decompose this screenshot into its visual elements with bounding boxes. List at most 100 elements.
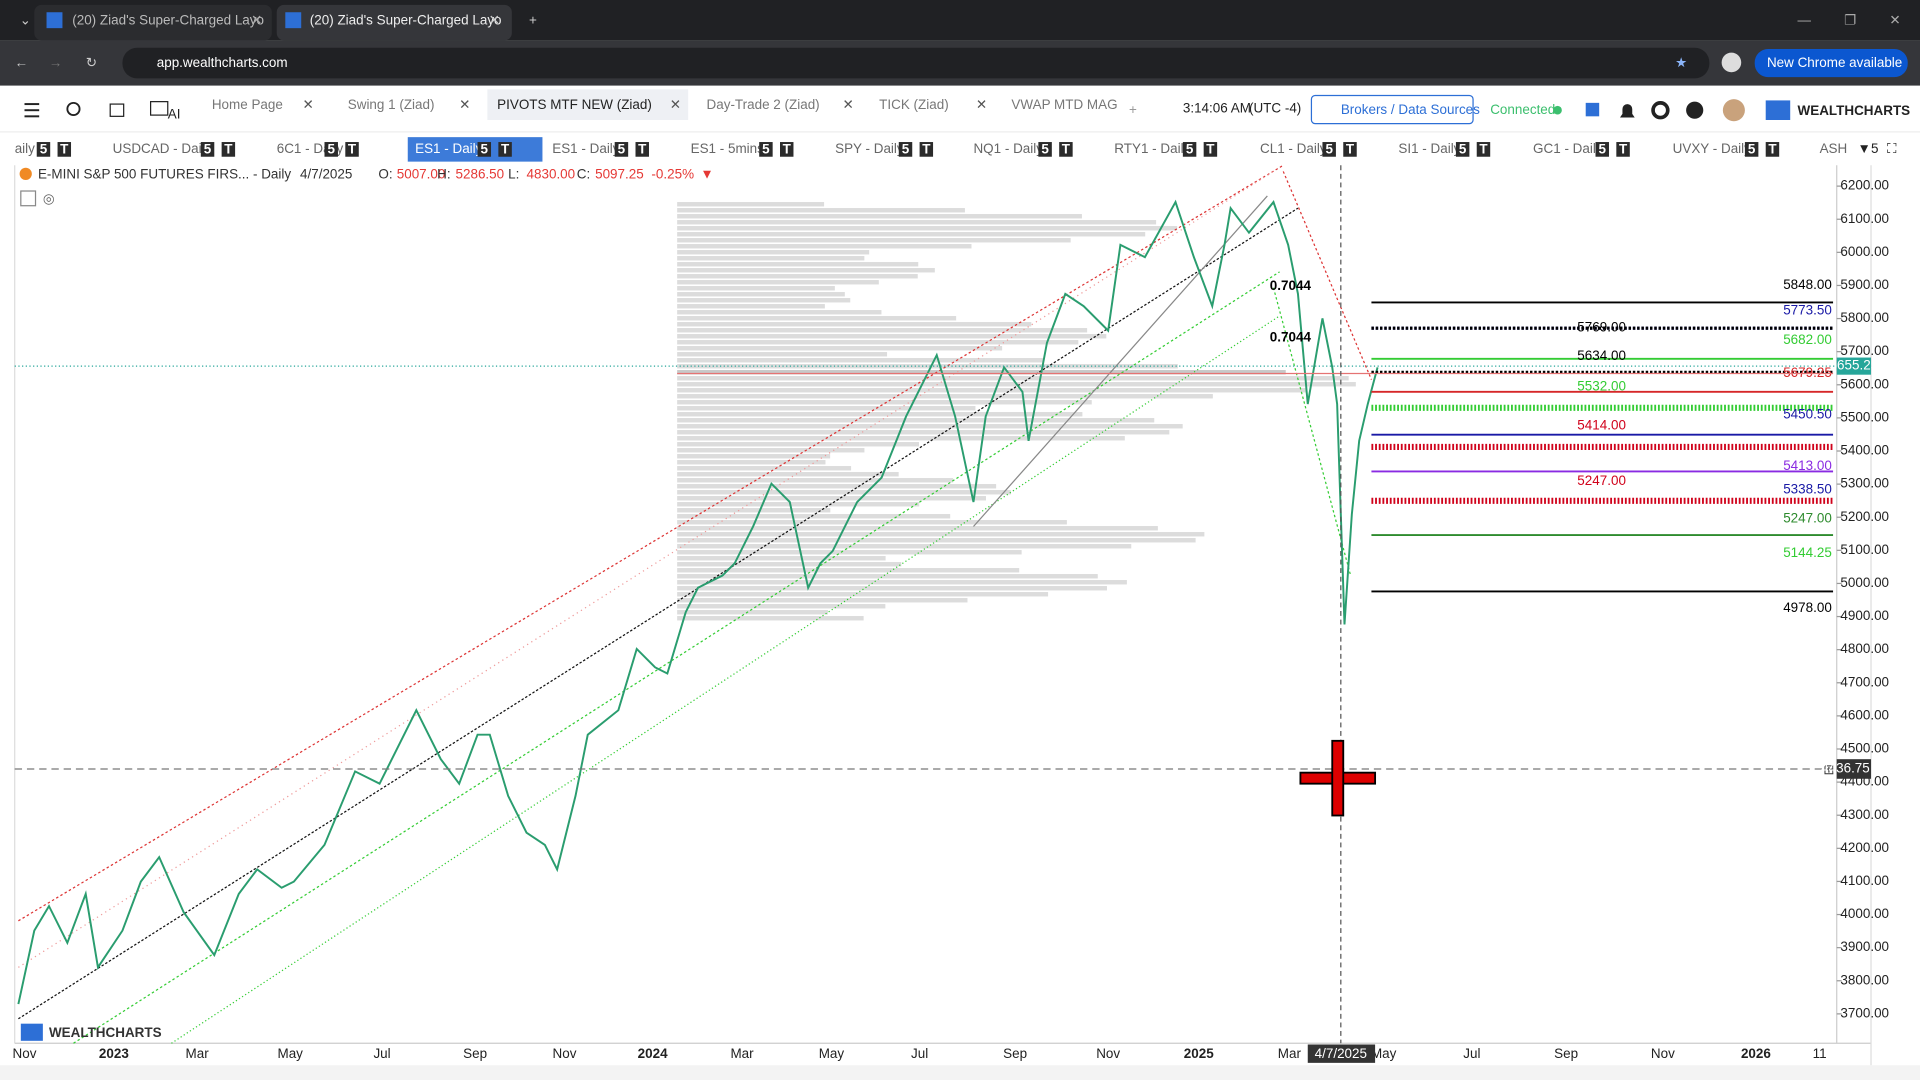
badge[interactable] xyxy=(614,142,629,157)
symbol-tab[interactable]: GC1 - Daily xyxy=(1533,141,1603,156)
symbol-tab[interactable]: ES1 - Daily xyxy=(415,141,483,156)
address-bar[interactable] xyxy=(122,47,1710,79)
browser-tab-active[interactable] xyxy=(276,4,512,41)
badge-text[interactable]: 5 xyxy=(1186,142,1194,157)
symbol-tab[interactable]: SPY - Daily xyxy=(835,141,904,156)
more-arrow[interactable]: ▼ xyxy=(1858,141,1871,156)
layout-close[interactable]: ✕ xyxy=(842,97,853,112)
tab-close[interactable]: ✕ xyxy=(251,12,262,27)
badge-text[interactable]: T xyxy=(1346,142,1355,157)
badge[interactable] xyxy=(498,142,512,157)
layout-close[interactable]: ✕ xyxy=(459,97,470,112)
badge[interactable] xyxy=(1322,142,1336,157)
visibility[interactable]: ◎ xyxy=(43,191,55,206)
badge[interactable] xyxy=(780,142,794,157)
symbol-tab[interactable]: aily xyxy=(15,141,35,156)
active-layout[interactable] xyxy=(487,89,689,120)
close[interactable]: ✕ xyxy=(1889,12,1900,27)
bookmark[interactable]: ★ xyxy=(1675,55,1687,70)
badge-text[interactable]: 5 xyxy=(1459,142,1467,157)
badge-text[interactable]: 5 xyxy=(40,142,48,157)
badge[interactable] xyxy=(221,142,236,157)
badge-text[interactable]: 5 xyxy=(1325,142,1333,157)
profile[interactable] xyxy=(1721,52,1742,73)
badge[interactable] xyxy=(898,142,913,157)
help-icon[interactable] xyxy=(1686,101,1704,119)
tab-menu[interactable]: ⌄ xyxy=(20,12,31,27)
badge-text[interactable]: T xyxy=(60,142,69,157)
badge-text[interactable]: 5 xyxy=(762,142,770,157)
badge-text[interactable]: 5 xyxy=(902,142,910,157)
tab-close[interactable]: ✕ xyxy=(489,12,500,27)
expand-icon[interactable]: ⛶ xyxy=(1886,141,1897,156)
badge[interactable] xyxy=(200,142,215,157)
layout-tab[interactable]: Day-Trade 2 (Ziad) xyxy=(707,97,820,112)
symbol-tab[interactable]: USDCAD - Daily xyxy=(113,141,212,156)
avatar[interactable] xyxy=(1722,99,1745,122)
badge-text[interactable]: 5 xyxy=(1599,142,1607,157)
active-symbol[interactable] xyxy=(407,137,543,162)
symbol-tab[interactable]: UVXY - Daily xyxy=(1673,141,1752,156)
badge-text[interactable]: 5 xyxy=(618,142,626,157)
badge-text[interactable]: T xyxy=(1768,142,1777,157)
badge-text[interactable]: T xyxy=(1479,142,1488,157)
badge-text[interactable]: T xyxy=(783,142,792,157)
new-tab[interactable]: + xyxy=(529,12,537,27)
badge[interactable] xyxy=(1038,142,1052,157)
badge[interactable] xyxy=(1765,142,1780,157)
badge-text[interactable]: T xyxy=(1619,142,1628,157)
badge-text[interactable]: 5 xyxy=(481,142,489,157)
badge[interactable] xyxy=(324,142,338,157)
layout-tab[interactable]: VWAP MTD MAG xyxy=(1011,97,1117,112)
badge[interactable] xyxy=(1744,142,1759,157)
update-button[interactable] xyxy=(1754,48,1908,78)
badge-text[interactable]: T xyxy=(1062,142,1071,157)
tab-title[interactable]: (20) Ziad's Super-Charged Layo xyxy=(310,12,502,27)
badge[interactable] xyxy=(635,142,649,157)
add-layout[interactable]: + xyxy=(1129,102,1137,117)
layout-tab[interactable]: PIVOTS MTF NEW (Ziad) xyxy=(497,97,652,112)
badge-text[interactable]: 5 xyxy=(204,142,212,157)
browser-tab[interactable] xyxy=(34,4,272,41)
badge-text[interactable]: 5 xyxy=(327,142,335,157)
update-text[interactable]: New Chrome available xyxy=(1767,55,1902,70)
badge-text[interactable]: T xyxy=(348,142,357,157)
badge[interactable] xyxy=(1182,142,1197,157)
symbol-tab[interactable]: ES1 - 5mins xyxy=(691,141,765,156)
symbol-tab[interactable]: SI1 - Daily xyxy=(1398,141,1460,156)
badge-text[interactable]: T xyxy=(638,142,647,157)
badge[interactable] xyxy=(759,142,773,157)
save-icon[interactable] xyxy=(1585,102,1600,117)
badge-text[interactable]: T xyxy=(224,142,233,157)
back[interactable]: ← xyxy=(15,55,28,70)
restore[interactable]: ❐ xyxy=(1844,12,1856,27)
tab-title[interactable]: (20) Ziad's Super-Charged Layo xyxy=(72,12,264,27)
badge[interactable] xyxy=(345,142,359,157)
ai-icon[interactable] xyxy=(150,101,169,116)
reload[interactable]: ↻ xyxy=(86,55,97,70)
add-indicator[interactable] xyxy=(20,190,37,207)
badge[interactable] xyxy=(1059,142,1073,157)
settings-icon[interactable] xyxy=(1651,101,1670,120)
badge-text[interactable]: T xyxy=(922,142,931,157)
menu-icon[interactable] xyxy=(24,103,40,118)
layout-tab[interactable]: Swing 1 (Ziad) xyxy=(348,97,435,112)
more-count[interactable]: 5 xyxy=(1871,141,1878,156)
badge-text[interactable]: T xyxy=(1206,142,1215,157)
bell-icon[interactable] xyxy=(1620,104,1635,118)
badge[interactable] xyxy=(57,142,72,157)
layout-close[interactable]: ✕ xyxy=(976,97,987,112)
layout-close[interactable]: ✕ xyxy=(670,97,681,112)
brokers-text[interactable]: Brokers / Data Sources xyxy=(1341,102,1480,117)
url[interactable]: app.wealthcharts.com xyxy=(157,55,288,70)
badge[interactable] xyxy=(1343,142,1357,157)
badge[interactable] xyxy=(919,142,934,157)
symbol-tab[interactable]: NQ1 - Daily xyxy=(973,141,1043,156)
copy-icon[interactable] xyxy=(109,103,125,117)
layout-close[interactable]: ✕ xyxy=(302,97,313,112)
badge[interactable] xyxy=(1455,142,1470,157)
brokers-button[interactable] xyxy=(1310,94,1474,125)
badge[interactable] xyxy=(1203,142,1218,157)
badge[interactable] xyxy=(1616,142,1630,157)
badge-text[interactable]: T xyxy=(501,142,510,157)
